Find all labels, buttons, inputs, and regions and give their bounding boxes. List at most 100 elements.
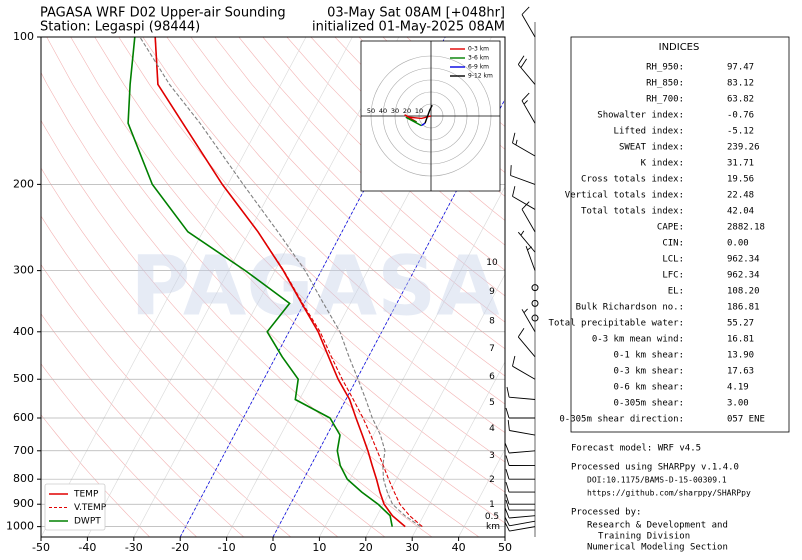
index-label: CIN:	[662, 239, 684, 249]
index-label: 0-1 km shear:	[614, 351, 684, 361]
wind-barb	[504, 516, 536, 527]
wind-barb	[505, 407, 536, 419]
hodo-ring-label: 10	[415, 107, 423, 115]
barb-shape	[505, 494, 536, 505]
profile-line	[139, 37, 421, 528]
legend-label: TEMP	[73, 490, 99, 500]
index-value: 42.04	[727, 207, 754, 217]
dry-adiabat	[118, 37, 505, 434]
height-label: 9	[489, 287, 495, 297]
wind-barb	[505, 469, 536, 480]
wind-barb	[507, 420, 536, 436]
barb-shape	[512, 132, 536, 157]
calm-circle	[531, 299, 539, 307]
index-value: 962.34	[727, 255, 760, 265]
dry-adiabat	[262, 37, 505, 271]
height-label: 1	[489, 500, 495, 510]
wind-barb	[504, 508, 536, 519]
wind-barb	[521, 6, 536, 38]
plot-area: PAGASA	[41, 37, 505, 537]
hodo-legend-label: 9-12 km	[468, 73, 493, 80]
dry-adiabat	[166, 37, 505, 377]
index-label: Lifted index:	[614, 127, 684, 137]
x-tick-label: 30	[405, 541, 419, 554]
legend-label: V.TEMP	[74, 503, 107, 513]
footer-line: DOI:10.1175/BAMS-D-15-00309.1	[587, 476, 727, 485]
x-tick-label: -30	[125, 541, 143, 554]
index-label: LCL:	[662, 255, 684, 265]
footer-line: Processed using SHARPpy v.1.4.0	[571, 463, 739, 473]
wind-barb	[510, 165, 536, 185]
index-label: EL:	[668, 287, 684, 297]
wind-barb	[531, 284, 539, 292]
index-label: 0-3 km mean wind:	[592, 335, 684, 345]
index-value: 19.56	[727, 175, 754, 185]
x-tick-label: 50	[498, 541, 512, 554]
x-tick-label: 0	[270, 541, 277, 554]
hodo-legend-label: 6-9 km	[468, 64, 489, 71]
footer-line: Training Division	[598, 532, 690, 542]
y-tick-label: 400	[13, 325, 34, 338]
wind-barb	[521, 201, 536, 233]
height-unit: km	[486, 522, 500, 532]
barb-shape	[505, 481, 536, 493]
hodo-legend-label: 0-3 km	[468, 46, 489, 53]
index-label: RH_950:	[646, 63, 684, 73]
index-value: -0.76	[727, 111, 754, 121]
index-label: 0-3 km shear:	[614, 367, 684, 377]
y-tick-label: 100	[13, 30, 34, 43]
wind-barb	[512, 355, 536, 380]
index-label: SWEAT index:	[619, 143, 684, 153]
y-tick-label: 700	[13, 444, 34, 457]
wind-barb	[505, 481, 536, 493]
footer-line: Numerical Modeling Section	[587, 543, 728, 553]
index-label: Total precipitable water:	[549, 319, 684, 329]
dry-adiabat	[286, 37, 505, 246]
height-label: 2	[489, 475, 495, 485]
dry-adiabat	[238, 37, 505, 297]
barb-shape	[505, 469, 536, 480]
barb-shape	[512, 186, 536, 210]
index-label: RH_700:	[646, 95, 684, 105]
wind-barb	[506, 386, 536, 400]
height-label: 7	[489, 344, 495, 354]
index-label: Vertical totals index:	[565, 191, 684, 201]
isotherm	[365, 273, 505, 537]
index-label: LFC:	[662, 271, 684, 281]
x-tick-label: 40	[452, 541, 466, 554]
barb-shape	[504, 508, 536, 519]
chart-subtitle: Station: Legaspi (98444)	[40, 20, 200, 35]
legend-label: DWPT	[74, 517, 101, 527]
hodograph: 10 20 30 40 50	[361, 41, 500, 191]
dry-adiabat	[41, 414, 150, 537]
indices-box	[570, 36, 790, 433]
dry-adiabat	[41, 363, 197, 537]
barb-shape	[505, 499, 536, 511]
index-label: CAPE:	[657, 223, 684, 233]
barb-shape	[506, 386, 536, 400]
height-label: 4	[489, 424, 495, 434]
chart-title: PAGASA WRF D02 Upper-air Sounding	[40, 6, 286, 21]
y-tick-label: 900	[13, 497, 34, 510]
barb-shape	[504, 521, 536, 532]
wind-barb	[531, 314, 539, 322]
index-label: Bulk Richardson no.:	[576, 303, 684, 313]
y-tick-label: 200	[13, 177, 34, 190]
index-value: 2882.18	[727, 223, 765, 233]
dry-adiabat	[214, 37, 505, 323]
index-value: 83.12	[727, 79, 754, 89]
hodo-legend-label: 3-6 km	[468, 55, 489, 62]
wind-barb	[517, 327, 536, 358]
calm-circle	[531, 314, 539, 322]
dry-adiabat	[41, 215, 339, 537]
x-tick-label: 20	[359, 541, 373, 554]
index-value: 962.34	[727, 271, 760, 281]
dry-adiabat	[41, 119, 433, 537]
legend-box	[44, 483, 106, 531]
footer-line: Research & Development and	[587, 521, 728, 531]
height-label: 0.5	[485, 512, 499, 522]
wind-barb	[512, 186, 536, 210]
index-value: 0.00	[727, 239, 749, 249]
barb-shape	[521, 92, 536, 124]
